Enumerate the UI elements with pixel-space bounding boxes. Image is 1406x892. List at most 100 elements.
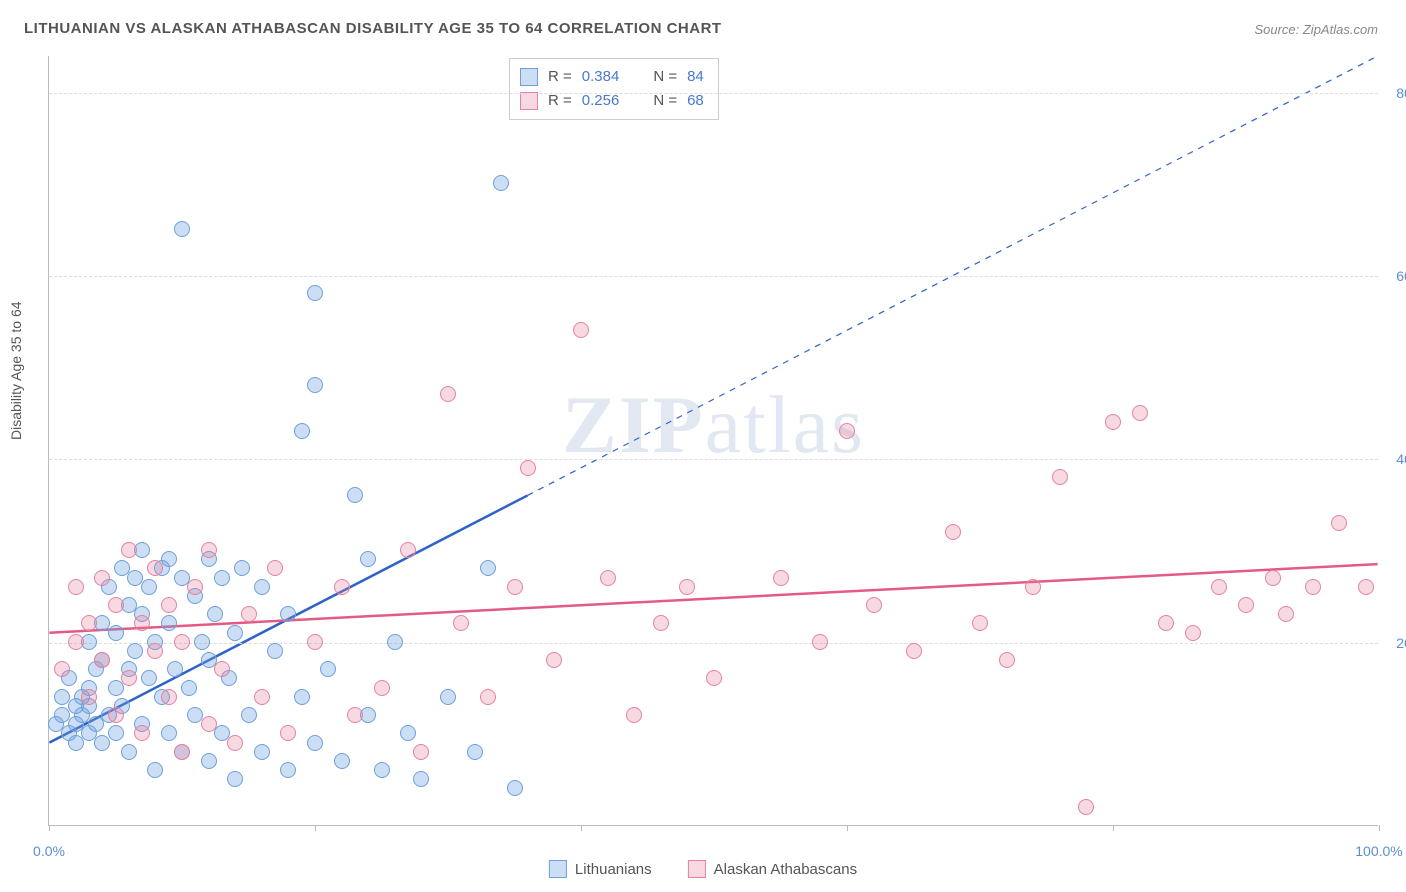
- scatter-point: [307, 735, 323, 751]
- scatter-point: [161, 725, 177, 741]
- scatter-point: [467, 744, 483, 760]
- scatter-point: [181, 680, 197, 696]
- scatter-point: [187, 579, 203, 595]
- correlation-legend-row: R = 0.384N = 84: [520, 65, 704, 89]
- scatter-point: [134, 615, 150, 631]
- x-tick-mark: [1113, 825, 1114, 831]
- x-tick-mark: [1379, 825, 1380, 831]
- scatter-point: [400, 542, 416, 558]
- scatter-point: [972, 615, 988, 631]
- scatter-point: [320, 661, 336, 677]
- scatter-point: [493, 175, 509, 191]
- y-axis-label: Disability Age 35 to 64: [8, 301, 24, 440]
- scatter-point: [174, 221, 190, 237]
- scatter-point: [706, 670, 722, 686]
- scatter-point: [360, 551, 376, 567]
- scatter-point: [254, 689, 270, 705]
- scatter-point: [480, 689, 496, 705]
- scatter-point: [1278, 606, 1294, 622]
- scatter-point: [68, 634, 84, 650]
- legend-item: Alaskan Athabascans: [688, 860, 857, 878]
- scatter-point: [374, 680, 390, 696]
- scatter-point: [307, 634, 323, 650]
- scatter-point: [108, 707, 124, 723]
- scatter-point: [141, 670, 157, 686]
- scatter-point: [347, 487, 363, 503]
- scatter-point: [127, 643, 143, 659]
- gridline: [49, 93, 1378, 94]
- scatter-point: [161, 615, 177, 631]
- legend-swatch: [520, 68, 538, 86]
- gridline: [49, 459, 1378, 460]
- watermark-logo: ZIPatlas: [562, 378, 865, 472]
- scatter-point: [546, 652, 562, 668]
- scatter-point: [141, 579, 157, 595]
- scatter-point: [214, 570, 230, 586]
- scatter-point: [520, 460, 536, 476]
- y-tick-label: 60.0%: [1384, 268, 1406, 284]
- scatter-point: [440, 689, 456, 705]
- legend-label: Alaskan Athabascans: [714, 861, 857, 878]
- scatter-point: [1025, 579, 1041, 595]
- scatter-point: [147, 560, 163, 576]
- scatter-point: [174, 634, 190, 650]
- scatter-point: [194, 634, 210, 650]
- scatter-point: [161, 689, 177, 705]
- x-tick-label: 0.0%: [33, 843, 65, 859]
- trend-line: [49, 564, 1377, 633]
- scatter-point: [94, 570, 110, 586]
- scatter-point: [347, 707, 363, 723]
- correlation-legend: R = 0.384N = 84R = 0.256N = 68: [509, 58, 719, 120]
- scatter-point: [201, 716, 217, 732]
- x-tick-mark: [49, 825, 50, 831]
- scatter-point: [906, 643, 922, 659]
- scatter-point: [294, 689, 310, 705]
- scatter-point: [1132, 405, 1148, 421]
- scatter-point: [214, 661, 230, 677]
- x-tick-mark: [315, 825, 316, 831]
- x-tick-mark: [581, 825, 582, 831]
- scatter-point: [280, 762, 296, 778]
- scatter-point: [600, 570, 616, 586]
- scatter-point: [94, 652, 110, 668]
- n-value: 84: [687, 65, 704, 89]
- scatter-point: [1331, 515, 1347, 531]
- scatter-point: [1078, 799, 1094, 815]
- legend-item: Lithuanians: [549, 860, 652, 878]
- scatter-point: [679, 579, 695, 595]
- scatter-point: [307, 377, 323, 393]
- scatter-point: [1358, 579, 1374, 595]
- scatter-point: [68, 579, 84, 595]
- legend-swatch: [688, 860, 706, 878]
- scatter-point: [108, 597, 124, 613]
- n-label: N =: [653, 65, 677, 89]
- scatter-point: [81, 615, 97, 631]
- scatter-point: [294, 423, 310, 439]
- scatter-plot-area: ZIPatlas R = 0.384N = 84R = 0.256N = 68 …: [48, 56, 1378, 826]
- scatter-point: [108, 625, 124, 641]
- source-attribution: Source: ZipAtlas.com: [1254, 22, 1378, 37]
- scatter-point: [773, 570, 789, 586]
- y-tick-label: 40.0%: [1384, 451, 1406, 467]
- scatter-point: [866, 597, 882, 613]
- legend-swatch: [549, 860, 567, 878]
- scatter-point: [280, 725, 296, 741]
- legend-label: Lithuanians: [575, 861, 652, 878]
- scatter-point: [507, 579, 523, 595]
- scatter-point: [227, 771, 243, 787]
- scatter-point: [999, 652, 1015, 668]
- scatter-point: [1305, 579, 1321, 595]
- scatter-point: [1238, 597, 1254, 613]
- scatter-point: [234, 560, 250, 576]
- scatter-point: [254, 579, 270, 595]
- scatter-point: [480, 560, 496, 576]
- x-tick-label: 100.0%: [1355, 843, 1402, 859]
- scatter-point: [1211, 579, 1227, 595]
- scatter-point: [1105, 414, 1121, 430]
- scatter-point: [207, 606, 223, 622]
- scatter-point: [307, 285, 323, 301]
- scatter-point: [374, 762, 390, 778]
- scatter-point: [387, 634, 403, 650]
- legend-swatch: [520, 92, 538, 110]
- scatter-point: [227, 735, 243, 751]
